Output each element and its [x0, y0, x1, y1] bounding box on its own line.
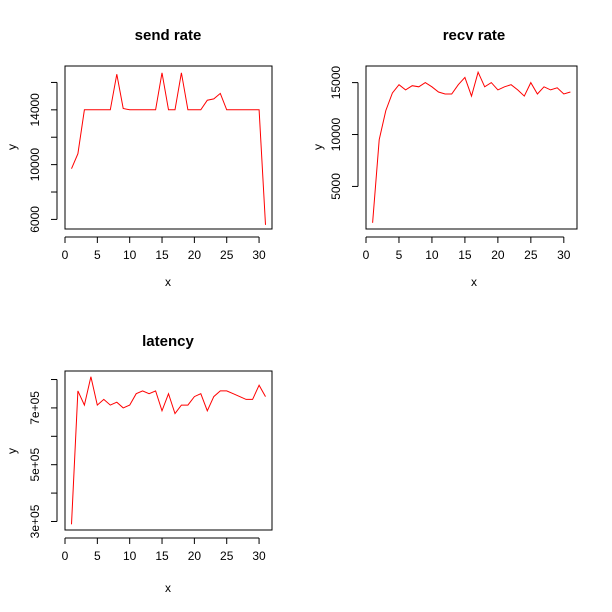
y-tick-label: 5000 — [329, 173, 343, 200]
chart-title: recv rate — [443, 27, 506, 44]
x-tick-label: 20 — [188, 549, 202, 563]
y-axis-label: y — [311, 144, 325, 150]
x-tick-label: 25 — [524, 248, 538, 262]
plot-frame — [64, 370, 273, 531]
y-axis-label: y — [5, 448, 19, 454]
x-axis-label: x — [471, 275, 477, 289]
x-tick-label: 15 — [155, 248, 169, 262]
plot-frame — [365, 65, 578, 230]
x-tick-label: 30 — [557, 248, 571, 262]
x-tick-label: 20 — [188, 248, 202, 262]
x-tick-label: 15 — [458, 248, 472, 262]
x-tick-label: 5 — [94, 248, 101, 262]
y-tick-label: 10000 — [329, 118, 343, 152]
send-rate-panel: send rate x y 0 5 10 15 20 25 30 6000 10000 14000 — [5, 27, 273, 289]
series-line — [71, 72, 266, 225]
x-tick-label: 10 — [425, 248, 439, 262]
x-tick-label: 10 — [123, 549, 137, 563]
chart-title: latency — [142, 333, 194, 350]
plot-frame — [64, 65, 273, 230]
chart-title: send rate — [135, 27, 202, 44]
x-tick-label: 0 — [62, 549, 69, 563]
x-axis-label: x — [165, 581, 171, 595]
x-tick-label: 30 — [252, 248, 266, 262]
series-line — [372, 70, 571, 223]
y-tick-label: 14000 — [28, 93, 42, 127]
x-tick-label: 0 — [62, 248, 69, 262]
y-tick-label: 7e+05 — [28, 391, 42, 425]
y-tick-label: 5e+05 — [28, 448, 42, 482]
y-tick-label: 15000 — [329, 66, 343, 100]
x-tick-label: 5 — [396, 248, 403, 262]
x-tick-label: 5 — [94, 549, 101, 563]
y-tick-label: 3e+05 — [28, 504, 42, 538]
x-tick-label: 15 — [155, 549, 169, 563]
x-tick-label: 10 — [123, 248, 137, 262]
x-tick-label: 25 — [220, 248, 234, 262]
recv-rate-panel: recv rate x y 0 5 10 15 20 25 30 5000 10000 15000 — [311, 27, 578, 289]
x-axis-label: x — [165, 275, 171, 289]
series-line — [71, 376, 266, 525]
y-tick-label: 10000 — [28, 148, 42, 182]
x-tick-label: 0 — [363, 248, 370, 262]
x-tick-label: 20 — [491, 248, 505, 262]
y-tick-label: 6000 — [28, 206, 42, 233]
y-axis-label: y — [5, 144, 19, 150]
x-tick-label: 30 — [252, 549, 266, 563]
x-tick-label: 25 — [220, 549, 234, 563]
latency-panel: latency x y 0 5 10 15 20 25 30 3e+05 5e+05 7e+05 — [5, 333, 273, 595]
